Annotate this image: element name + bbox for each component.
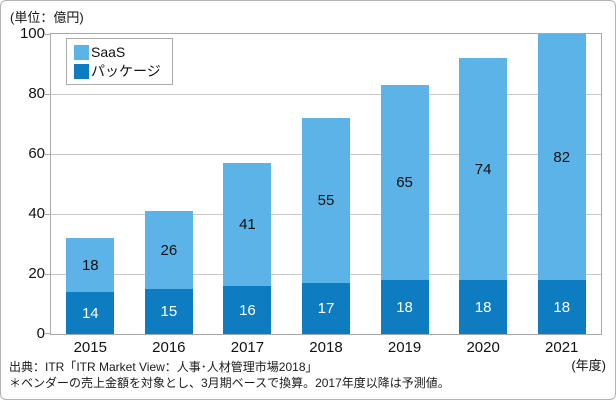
source-line-2: ＊ベンダーの売上金額を対象とし、3月期ベースで換算。2017年度以降は予測値。 [9, 376, 450, 390]
x-tick-label-2015: 2015 [73, 339, 107, 356]
x-tick-label-2020: 2020 [466, 339, 500, 356]
y-tick-100 [45, 34, 51, 35]
gridline-80 [51, 94, 601, 95]
y-tick-label-20: 20 [28, 265, 45, 282]
y-tick-60 [45, 154, 51, 155]
legend-label: パッケージ [91, 63, 161, 79]
bar-segment-SaaS-2017: 41 [223, 163, 272, 286]
y-tick-label-100: 100 [19, 25, 45, 42]
bar-segment-パッケージ-2016: 15 [144, 289, 193, 334]
bar-segment-パッケージ-2020: 18 [459, 280, 508, 334]
y-tick-80 [45, 94, 51, 95]
bar-value-label: 41 [239, 216, 256, 233]
y-tick-0 [45, 333, 51, 334]
bar-value-label: 82 [553, 148, 571, 166]
x-axis-unit-label: (年度) [571, 358, 606, 373]
source-line-1: 出典：ITR「ITR Market View：人事･人材管理市場2018」 [9, 360, 318, 374]
unit-label: (単位：億円) [10, 10, 84, 25]
x-tick-label-2016: 2016 [152, 339, 186, 356]
y-tick-40 [45, 214, 51, 215]
legend-swatch-icon [74, 63, 89, 79]
x-tick-label-2018: 2018 [309, 339, 343, 356]
bar-value-label: 65 [396, 174, 413, 191]
bar-value-label: 18 [474, 298, 492, 316]
bar-segment-パッケージ-2021: 18 [537, 280, 586, 334]
bar-segment-SaaS-2015: 18 [66, 238, 115, 292]
legend-item-SaaS: SaaS [74, 44, 161, 60]
legend-item-パッケージ: パッケージ [74, 63, 161, 79]
y-tick-label-40: 40 [28, 205, 45, 222]
y-tick-label-60: 60 [28, 145, 45, 162]
legend: SaaS パッケージ [66, 38, 173, 85]
bar-value-label: 18 [553, 298, 571, 316]
x-tick-label-2021: 2021 [545, 339, 579, 356]
bar-segment-SaaS-2021: 82 [537, 34, 586, 280]
bar-segment-SaaS-2019: 65 [380, 85, 429, 280]
bar-segment-SaaS-2016: 26 [144, 211, 193, 289]
x-tick-label-2019: 2019 [387, 339, 422, 356]
bar-value-label: 26 [160, 241, 178, 259]
bar-value-label: 15 [160, 303, 178, 320]
bar-segment-パッケージ-2018: 17 [302, 283, 350, 334]
bar-segment-SaaS-2020: 74 [459, 58, 508, 280]
bar-segment-パッケージ-2015: 14 [66, 292, 115, 334]
bar-value-label: 16 [239, 301, 256, 319]
source-note: 出典：ITR「ITR Market View：人事･人材管理市場2018」 ＊ベ… [9, 359, 450, 391]
x-tick-label-2017: 2017 [230, 339, 265, 356]
y-tick-20 [45, 274, 51, 275]
bar-segment-パッケージ-2019: 18 [380, 280, 429, 334]
bar-segment-SaaS-2018: 55 [302, 118, 350, 283]
legend-label: SaaS [91, 44, 126, 60]
bar-value-label: 18 [81, 256, 99, 274]
bar-value-label: 18 [396, 298, 413, 316]
bar-value-label: 14 [81, 304, 99, 322]
y-tick-label-80: 80 [28, 85, 45, 102]
bar-value-label: 17 [317, 300, 335, 317]
bar-segment-パッケージ-2017: 16 [223, 286, 272, 334]
legend-swatch-icon [74, 44, 89, 60]
bar-value-label: 55 [317, 192, 335, 209]
y-tick-label-0: 0 [36, 325, 45, 342]
bar-value-label: 74 [474, 160, 492, 178]
